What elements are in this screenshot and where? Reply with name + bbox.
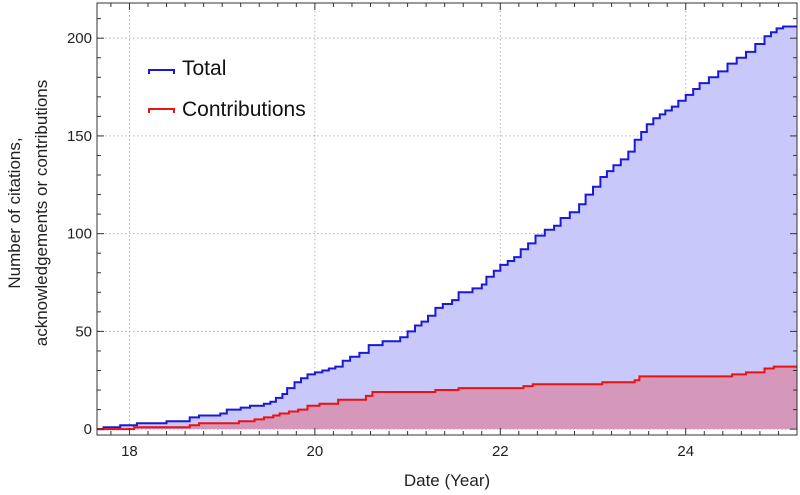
x-tick-label: 22 bbox=[492, 443, 509, 460]
y-tick-label: 150 bbox=[67, 128, 92, 145]
series-line-contributions bbox=[97, 365, 797, 431]
x-tick-label: 20 bbox=[307, 443, 324, 460]
series-lines bbox=[97, 25, 797, 431]
legend-item-contributions: Contributions bbox=[148, 98, 306, 121]
plot-frame bbox=[96, 2, 798, 436]
legend-swatch-total bbox=[148, 69, 175, 74]
legend-swatch-contributions bbox=[148, 108, 175, 113]
legend: Total Contributions bbox=[148, 57, 306, 121]
y-axis-title-line-2: acknowledgements or contributions bbox=[32, 80, 51, 346]
x-axis-title: Date (Year) bbox=[404, 471, 490, 490]
x-tick-label: 24 bbox=[677, 443, 694, 460]
area-fill-total bbox=[97, 26, 797, 430]
tick-labels: 18 20 22 24 0 50 100 150 200 bbox=[67, 30, 694, 460]
legend-label-total: Total bbox=[182, 57, 226, 80]
y-axis-title-line-1: Number of citations, bbox=[5, 137, 24, 288]
legend-label-contributions: Contributions bbox=[182, 98, 306, 121]
axes bbox=[96, 2, 798, 436]
y-tick-label: 100 bbox=[67, 226, 92, 243]
y-tick-label: 200 bbox=[67, 30, 92, 47]
area-fills bbox=[97, 26, 797, 430]
x-tick-label: 18 bbox=[121, 443, 138, 460]
grid-lines bbox=[97, 3, 797, 435]
y-tick-label: 0 bbox=[84, 421, 92, 438]
legend-item-total: Total bbox=[148, 57, 226, 80]
y-tick-label: 50 bbox=[75, 323, 92, 340]
series-line-total bbox=[97, 25, 797, 431]
